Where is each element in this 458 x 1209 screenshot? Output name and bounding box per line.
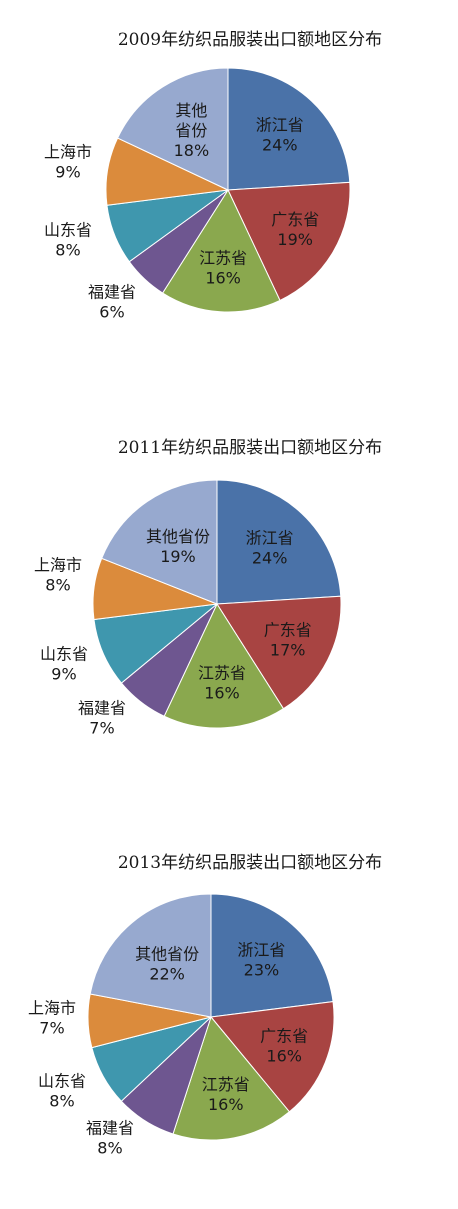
pie-slice-广东省 <box>216 595 342 710</box>
slice-label-其他省份-line-1: 22% <box>149 964 185 983</box>
chart-title: 2009年纺织品服装出口额地区分布 <box>118 30 382 50</box>
slice-label-浙江省-line-0: 浙江省 <box>246 528 294 547</box>
slice-label-山东省-line-1: 8% <box>49 1092 74 1111</box>
slice-label-江苏省-line-1: 16% <box>205 268 241 287</box>
pie-slice-广东省 <box>210 1001 335 1113</box>
slice-label-山东省-line-1: 9% <box>51 665 76 684</box>
slice-label-上海市-line-0: 上海市 <box>34 556 82 575</box>
pie-slice-其他省份 <box>116 67 229 191</box>
slice-label-福建省-line-0: 福建省 <box>78 699 126 718</box>
pie-slice-江苏省 <box>161 188 281 313</box>
pie-slice-其他省份 <box>101 479 218 605</box>
slice-label-江苏省-line-1: 16% <box>208 1095 244 1114</box>
slice-label-广东省-line-1: 16% <box>266 1046 302 1065</box>
slice-label-山东省-line-0: 山东省 <box>38 1072 86 1091</box>
slice-label-其他省份-line-2: 18% <box>174 141 210 160</box>
slice-label-江苏省-line-0: 江苏省 <box>202 1075 250 1094</box>
slice-label-广东省-line-0: 广东省 <box>271 210 319 229</box>
slice-label-上海市-line-1: 9% <box>55 163 80 182</box>
pie-slice-浙江省 <box>216 479 342 605</box>
slice-label-江苏省-line-0: 江苏省 <box>198 664 246 683</box>
pie-slice-江苏省 <box>172 1015 291 1141</box>
pie-slice-浙江省 <box>227 67 351 191</box>
chart-title: 2013年纺织品服装出口额地区分布 <box>118 853 382 873</box>
slice-label-上海市-line-0: 上海市 <box>44 143 92 162</box>
pie-slice-浙江省 <box>210 893 334 1018</box>
slice-label-其他省份-line-0: 其他 <box>175 101 207 120</box>
slice-label-福建省-line-1: 7% <box>89 719 114 738</box>
slice-label-江苏省-line-1: 16% <box>204 684 240 703</box>
slice-label-浙江省-line-0: 浙江省 <box>256 115 304 134</box>
slice-label-江苏省-line-0: 江苏省 <box>199 248 247 267</box>
pie-chart-3: 2013年纺织品服装出口额地区分布浙江省23%广东省16%江苏省16%福建省8%… <box>28 853 382 1158</box>
slice-label-上海市-line-1: 7% <box>39 1019 64 1038</box>
slice-label-福建省-line-0: 福建省 <box>86 1119 134 1138</box>
pie-slice-江苏省 <box>163 602 285 729</box>
slice-label-浙江省-line-1: 24% <box>252 548 288 567</box>
slice-label-其他省份-line-1: 19% <box>160 547 196 566</box>
slice-label-浙江省-line-1: 24% <box>262 135 298 154</box>
slice-label-广东省-line-1: 19% <box>277 230 313 249</box>
slice-label-其他省份-line-0: 其他省份 <box>146 527 210 546</box>
slice-label-浙江省-line-1: 23% <box>244 960 280 979</box>
slice-label-上海市-line-0: 上海市 <box>28 999 76 1018</box>
slice-label-广东省-line-0: 广东省 <box>264 621 312 640</box>
slice-label-其他省份-line-0: 其他省份 <box>135 944 199 963</box>
slice-label-上海市-line-1: 8% <box>45 576 70 595</box>
slice-label-广东省-line-1: 17% <box>270 641 306 660</box>
chart-title: 2011年纺织品服装出口额地区分布 <box>118 438 382 458</box>
slice-label-山东省-line-0: 山东省 <box>44 221 92 240</box>
slice-label-其他省份-line-1: 省份 <box>175 121 207 140</box>
pie-slice-其他省份 <box>89 893 212 1018</box>
slice-label-广东省-line-0: 广东省 <box>260 1026 308 1045</box>
slice-label-浙江省-line-0: 浙江省 <box>237 940 285 959</box>
slice-label-山东省-line-0: 山东省 <box>40 645 88 664</box>
slice-label-福建省-line-1: 6% <box>99 303 124 322</box>
pie-slice-广东省 <box>227 181 351 302</box>
slice-label-福建省-line-1: 8% <box>97 1139 122 1158</box>
slice-label-福建省-line-0: 福建省 <box>88 283 136 302</box>
slice-label-山东省-line-1: 8% <box>55 241 80 260</box>
